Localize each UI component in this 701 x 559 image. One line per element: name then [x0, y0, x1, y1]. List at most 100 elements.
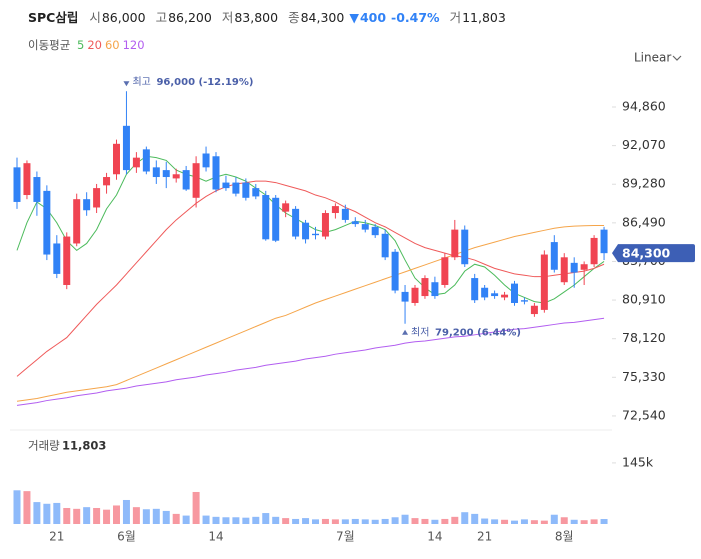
- volume-bar: [13, 490, 21, 524]
- candle-body: [113, 143, 120, 175]
- volume-bar: [341, 519, 349, 524]
- change-value: 400: [359, 10, 387, 25]
- candle-body: [600, 229, 608, 254]
- volume-bar: [202, 515, 210, 524]
- ma-line: [16, 317, 605, 406]
- y-tick-label: 72,540: [622, 407, 666, 422]
- volume-bar: [471, 513, 479, 524]
- volume-bar: [192, 491, 200, 524]
- candle-body: [321, 213, 329, 237]
- ma-legend-entry: 5: [76, 38, 85, 52]
- y-tick-label: 75,330: [622, 369, 666, 384]
- volume-bar: [73, 508, 81, 524]
- volume-bar: [53, 502, 61, 524]
- ma-legend-entry: 20: [87, 38, 102, 52]
- candle-body: [411, 287, 419, 303]
- volume-bar: [600, 519, 608, 524]
- candle-body: [401, 291, 409, 302]
- candle-body: [560, 257, 568, 283]
- volume-bar: [162, 510, 170, 524]
- dropdown-chevron[interactable]: [672, 55, 682, 61]
- ma-legend-label: 이동평균: [28, 38, 71, 52]
- y-tick-label: 92,070: [622, 137, 666, 152]
- volume-bar: [23, 491, 31, 524]
- volume-bar: [172, 513, 180, 524]
- volume-bar: [391, 517, 399, 524]
- candle-body: [232, 182, 240, 194]
- high-marker: [123, 81, 130, 87]
- candle-body: [371, 226, 379, 236]
- candle-body: [23, 163, 31, 196]
- candle-body: [292, 208, 300, 237]
- y-tick-label: 80,910: [622, 292, 666, 307]
- candle-body: [471, 278, 479, 301]
- volume-pane-label: 거래량: [28, 439, 60, 453]
- last-price-label: 84,300: [622, 246, 671, 261]
- x-tick-label: 21: [49, 530, 64, 544]
- candle-body: [152, 167, 160, 178]
- candle-body: [262, 195, 270, 240]
- candle-body: [63, 236, 71, 285]
- candle-body: [132, 157, 140, 168]
- low-value: 83,800: [234, 10, 279, 25]
- volume-bar: [431, 519, 439, 524]
- candle-body: [93, 188, 101, 208]
- y-tick-label: 94,860: [622, 98, 666, 113]
- candle-body: [361, 224, 369, 230]
- candle-body: [242, 182, 250, 198]
- volume-bar: [530, 520, 538, 524]
- candle-body: [451, 229, 459, 258]
- stock-name: SPC삼립: [28, 10, 79, 25]
- volume-bar: [252, 516, 260, 524]
- ma-legend: 이동평균 5 20 60 120: [28, 37, 148, 53]
- volume-bar: [152, 508, 160, 524]
- candle-body: [590, 237, 598, 265]
- candle-body: [192, 163, 200, 198]
- volume-bar: [570, 519, 578, 524]
- volume-bar: [590, 519, 598, 524]
- candle-body: [122, 125, 130, 171]
- volume-bar: [461, 512, 469, 524]
- candle-body: [83, 199, 91, 211]
- ma-legend-entry: 120: [122, 38, 145, 52]
- volume-bar: [381, 518, 389, 524]
- high-annotation-text: 96,000 (-12.19%): [156, 77, 253, 88]
- candle-body: [441, 257, 449, 285]
- volume-bar: [540, 520, 548, 524]
- candle-body: [222, 182, 230, 189]
- candle-body: [331, 206, 339, 214]
- candle-body: [461, 229, 469, 265]
- candle-body: [481, 287, 489, 298]
- volume-bar: [132, 507, 140, 524]
- ma-line: [16, 180, 605, 377]
- high-value: 86,200: [168, 10, 212, 25]
- volume-bar: [182, 515, 190, 524]
- volume-bar: [520, 519, 528, 524]
- candle-body: [351, 221, 359, 225]
- candle-body: [501, 294, 509, 298]
- candle-body: [182, 170, 190, 190]
- volume-bar: [501, 519, 509, 524]
- volume-bar: [122, 499, 130, 524]
- candle-body: [312, 233, 319, 236]
- volume-bar: [401, 514, 409, 524]
- volume-bar: [491, 519, 499, 524]
- candle-body: [491, 293, 499, 297]
- candle-body: [302, 222, 310, 240]
- volume-bar: [560, 517, 568, 524]
- volume-bar: [212, 516, 220, 524]
- candle-body: [172, 174, 180, 179]
- candle-body: [550, 242, 558, 270]
- volume-label: 거: [449, 10, 462, 25]
- volume-bar: [142, 509, 150, 524]
- quote-header: SPC삼립 시86,000 고86,200 저83,800 종84,300 ▼4…: [28, 7, 507, 26]
- volume-bar: [312, 519, 319, 524]
- candle-body: [43, 190, 51, 255]
- volume-bar: [232, 517, 240, 524]
- y-tick-label: 86,490: [622, 214, 666, 229]
- volume-bar: [550, 514, 558, 524]
- x-tick-label: 14: [208, 530, 223, 544]
- scale-mode[interactable]: Linear: [634, 51, 671, 65]
- candle-body: [13, 167, 21, 202]
